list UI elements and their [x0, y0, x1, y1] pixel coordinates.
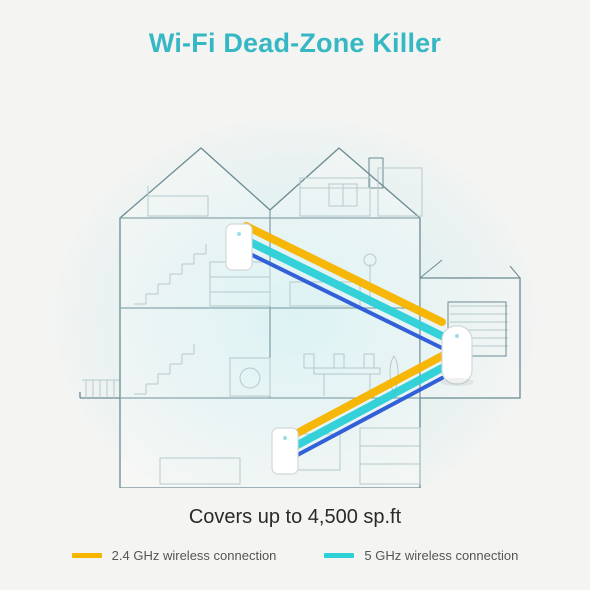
page-title: Wi-Fi Dead-Zone Killer — [0, 28, 590, 59]
infographic-container: Wi-Fi Dead-Zone Killer Covers up to 4,50… — [0, 28, 590, 590]
legend-item-5ghz: 5 GHz wireless connection — [324, 548, 518, 563]
legend-item-24ghz: 2.4 GHz wireless connection — [72, 548, 277, 563]
legend: 2.4 GHz wireless connection 5 GHz wirele… — [0, 548, 590, 563]
subtitle-text: Covers up to 4,500 sp.ft — [189, 506, 401, 528]
coverage-subtitle: Covers up to 4,500 sp.ft — [0, 506, 590, 529]
house-svg — [50, 108, 540, 488]
swatch-5ghz — [324, 553, 354, 558]
legend-label-24ghz: 2.4 GHz wireless connection — [112, 548, 277, 563]
house-diagram — [50, 108, 540, 488]
legend-label-5ghz: 5 GHz wireless connection — [364, 548, 518, 563]
swatch-24ghz — [72, 553, 102, 558]
title-text: Wi-Fi Dead-Zone Killer — [149, 28, 441, 58]
